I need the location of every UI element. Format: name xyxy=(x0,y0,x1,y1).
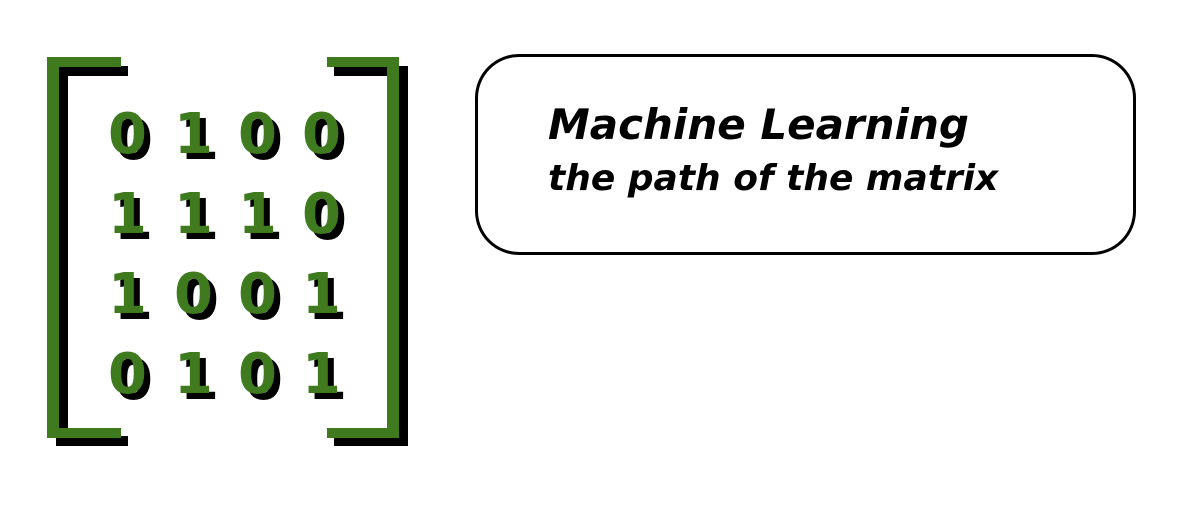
matrix-cell-value: 0 xyxy=(302,102,341,167)
matrix-cell-shadow: 1 xyxy=(308,348,347,413)
matrix-cell-shadow: 0 xyxy=(114,108,153,173)
right-bracket-shadow-bottom xyxy=(334,436,408,446)
matrix-cell-shadow: 1 xyxy=(114,188,153,253)
subtitle-text: the path of the matrix xyxy=(548,158,999,199)
matrix-cell-shadow: 0 xyxy=(180,268,219,333)
left-bracket-shadow-bottom xyxy=(56,436,128,446)
left-bracket-bottom xyxy=(47,428,121,438)
matrix-cell-value: 0 xyxy=(302,182,341,247)
matrix-cell-value: 0 xyxy=(238,262,277,327)
matrix-cell-value: 1 xyxy=(174,102,213,167)
matrix-cell-shadow: 1 xyxy=(244,188,283,253)
matrix-cell-shadow: 1 xyxy=(180,348,219,413)
matrix-cell-value: 1 xyxy=(302,262,341,327)
matrix-cell-value: 0 xyxy=(108,102,147,167)
matrix-cell-shadow: 1 xyxy=(308,268,347,333)
matrix-cell-value: 1 xyxy=(174,342,213,407)
matrix-cell-shadow: 0 xyxy=(114,348,153,413)
left-bracket-vertical xyxy=(47,57,59,437)
matrix-cell-shadow: 0 xyxy=(244,348,283,413)
right-bracket-shadow-vertical xyxy=(396,66,408,446)
matrix-cell-shadow: 0 xyxy=(244,268,283,333)
matrix-cell-value: 1 xyxy=(302,342,341,407)
matrix-cell-value: 0 xyxy=(238,342,277,407)
matrix-cell-value: 1 xyxy=(108,182,147,247)
title-text: Machine Learning xyxy=(548,100,969,149)
left-bracket-top xyxy=(47,57,121,67)
left-bracket-shadow-vertical xyxy=(56,66,68,446)
matrix-cell-value: 0 xyxy=(238,102,277,167)
title-box: Machine Learning the path of the matrix xyxy=(475,54,1136,255)
matrix-cell-shadow: 0 xyxy=(244,108,283,173)
matrix-cell-value: 1 xyxy=(108,262,147,327)
right-bracket-shadow-top xyxy=(334,66,408,76)
matrix-cell-value: 1 xyxy=(174,182,213,247)
right-bracket-top xyxy=(327,57,399,67)
matrix-cell-shadow: 0 xyxy=(308,108,347,173)
matrix-cell-value: 1 xyxy=(238,182,277,247)
right-bracket-vertical xyxy=(387,57,399,437)
matrix-cell-shadow: 1 xyxy=(114,268,153,333)
matrix-cell-value: 0 xyxy=(174,262,213,327)
matrix-cell-shadow: 1 xyxy=(180,108,219,173)
matrix-cell-shadow: 1 xyxy=(180,188,219,253)
matrix-cell-value: 0 xyxy=(108,342,147,407)
matrix-cell-shadow: 0 xyxy=(308,188,347,253)
left-bracket-shadow-top xyxy=(56,66,128,76)
right-bracket-bottom xyxy=(327,428,399,438)
